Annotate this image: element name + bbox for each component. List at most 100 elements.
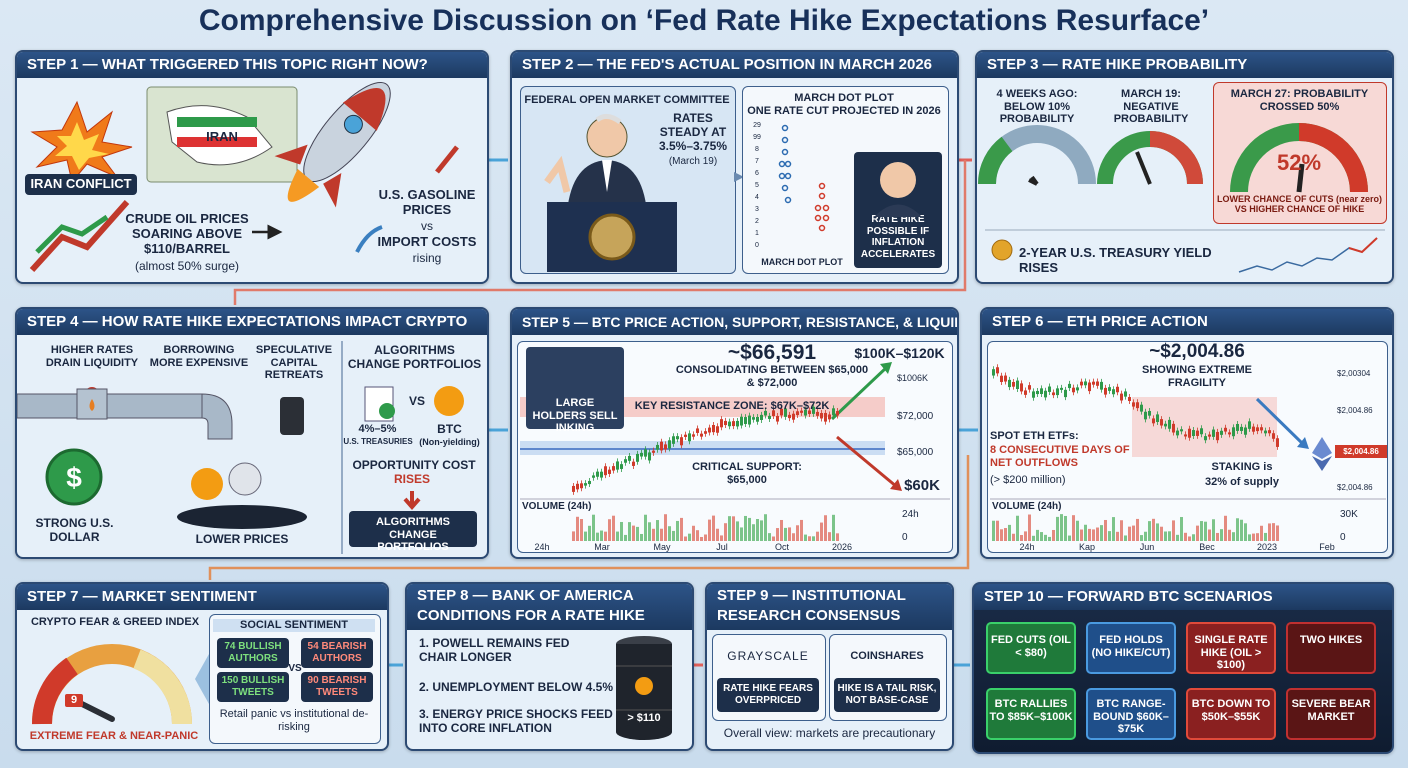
decor-path xyxy=(195,654,209,704)
candle xyxy=(696,428,699,433)
decor-path xyxy=(287,168,320,202)
decor-path xyxy=(89,399,95,411)
x-tick-label: May xyxy=(653,542,671,552)
volume xyxy=(1056,516,1059,541)
lower-prices: LOWER PRICES xyxy=(195,532,289,546)
decor-rect xyxy=(177,117,257,127)
decor-path xyxy=(31,657,79,725)
volume xyxy=(1156,523,1159,541)
volume xyxy=(788,527,791,541)
candle xyxy=(1032,391,1035,398)
step-9-panel: STEP 9 — INSTITUTIONAL RESEARCH CONSENSU… xyxy=(705,582,954,751)
candle xyxy=(1164,423,1167,427)
volume xyxy=(1132,525,1135,541)
step-1-art xyxy=(29,81,459,273)
volume xyxy=(1216,532,1219,541)
candle xyxy=(660,441,663,451)
volume xyxy=(744,515,747,541)
candle xyxy=(1072,387,1075,393)
candle xyxy=(1204,436,1207,441)
oil-note: (almost 50% surge) xyxy=(134,259,240,273)
condition: 2. UNEMPLOYMENT BELOW 4.5% xyxy=(419,680,614,694)
volume xyxy=(828,532,831,541)
decor-path xyxy=(1255,397,1306,447)
volume-label: VOLUME (24h) xyxy=(522,501,592,512)
candle xyxy=(1240,426,1243,431)
volume xyxy=(1188,536,1191,541)
treasuries-note: U.S. TREASURIES xyxy=(343,437,413,446)
x-tick-label: 24h xyxy=(534,542,550,552)
decor-path xyxy=(343,88,386,131)
candle xyxy=(1172,423,1175,433)
eth-price: ~$2,004.86 xyxy=(1149,341,1245,362)
candle xyxy=(800,410,803,413)
dot-axis-label: 8 xyxy=(755,146,759,153)
volume xyxy=(652,528,655,541)
decor-path xyxy=(602,160,612,192)
volume xyxy=(1000,529,1003,541)
candle xyxy=(604,466,607,476)
candle xyxy=(596,471,599,477)
etf-title: SPOT ETH ETFs: xyxy=(990,430,1079,442)
candle xyxy=(652,450,655,453)
step-title: STEP 1 — WHAT TRIGGERED THIS TOPIC RIGHT… xyxy=(17,52,487,78)
volume xyxy=(1052,529,1055,541)
volume xyxy=(772,536,775,541)
vol-axis: 30K xyxy=(1340,509,1358,520)
candle xyxy=(716,426,719,433)
decor-circle xyxy=(45,448,103,506)
volume xyxy=(1200,521,1203,541)
candle xyxy=(668,440,671,449)
candle xyxy=(1140,404,1143,412)
candle xyxy=(1208,434,1211,437)
candle xyxy=(1232,427,1235,437)
step-4-art: $ xyxy=(17,341,464,554)
candle xyxy=(680,437,683,446)
sentiment-cell: 150 BULLISH TWEETS xyxy=(217,672,289,702)
candle xyxy=(648,452,651,461)
dot xyxy=(818,182,826,190)
decor-polyline xyxy=(35,214,109,254)
volume xyxy=(784,527,787,541)
candle xyxy=(736,420,739,427)
volume xyxy=(1244,523,1247,541)
condition: 1. POWELL REMAINS FED CHAIR LONGER xyxy=(419,636,570,664)
volume xyxy=(584,531,587,541)
holders: LARGE HOLDERS SELL INKING xyxy=(526,347,624,434)
volume xyxy=(712,515,715,541)
candle xyxy=(816,411,819,416)
decor-circle xyxy=(343,114,363,134)
arrow xyxy=(208,455,970,580)
sentiment-cell: 54 BEARISH AUTHORS xyxy=(301,638,373,668)
decor-path xyxy=(830,365,889,421)
badge: IRAN CONFLICT xyxy=(25,174,137,195)
candle xyxy=(820,413,823,419)
dot xyxy=(814,214,822,222)
volume xyxy=(816,531,819,541)
step-5-panel: STEP 5 — BTC PRICE ACTION, SUPPORT, RESI… xyxy=(510,307,959,559)
gauge-label: 4 WEEKS AGO: BELOW 10% PROBABILITY xyxy=(996,88,1078,126)
btc: BTC xyxy=(437,422,462,436)
candle xyxy=(828,414,831,420)
candle xyxy=(1096,381,1099,386)
candle xyxy=(792,413,795,420)
volume xyxy=(800,519,803,541)
dot-axis-label: 4 xyxy=(755,194,759,201)
sentiment-note: Retail panic vs institutional de-risking xyxy=(219,708,369,733)
staking: STAKING is xyxy=(1211,461,1273,473)
gauge-label: MARCH 19: NEGATIVE PROBABILITY xyxy=(1113,88,1189,126)
volume xyxy=(716,528,719,541)
volume xyxy=(1008,524,1011,541)
volume xyxy=(1076,520,1079,541)
volume xyxy=(1036,529,1039,541)
candle xyxy=(688,433,691,442)
step-title: STEP 10 — FORWARD BTC SCENARIOS xyxy=(974,584,1392,610)
decor-polygon xyxy=(1312,456,1332,471)
scenario-outcome: BTC RANGE-BOUND $60K–$75K xyxy=(1086,688,1176,740)
dot xyxy=(781,148,789,156)
fear-label: EXTREME FEAR & NEAR-PANIC xyxy=(29,730,199,742)
borrowing: BORROWING MORE EXPENSIVE xyxy=(149,344,249,369)
price-tag: $2,004.86 xyxy=(1335,445,1387,459)
decor-line xyxy=(79,701,115,722)
decor-circle xyxy=(588,213,636,261)
